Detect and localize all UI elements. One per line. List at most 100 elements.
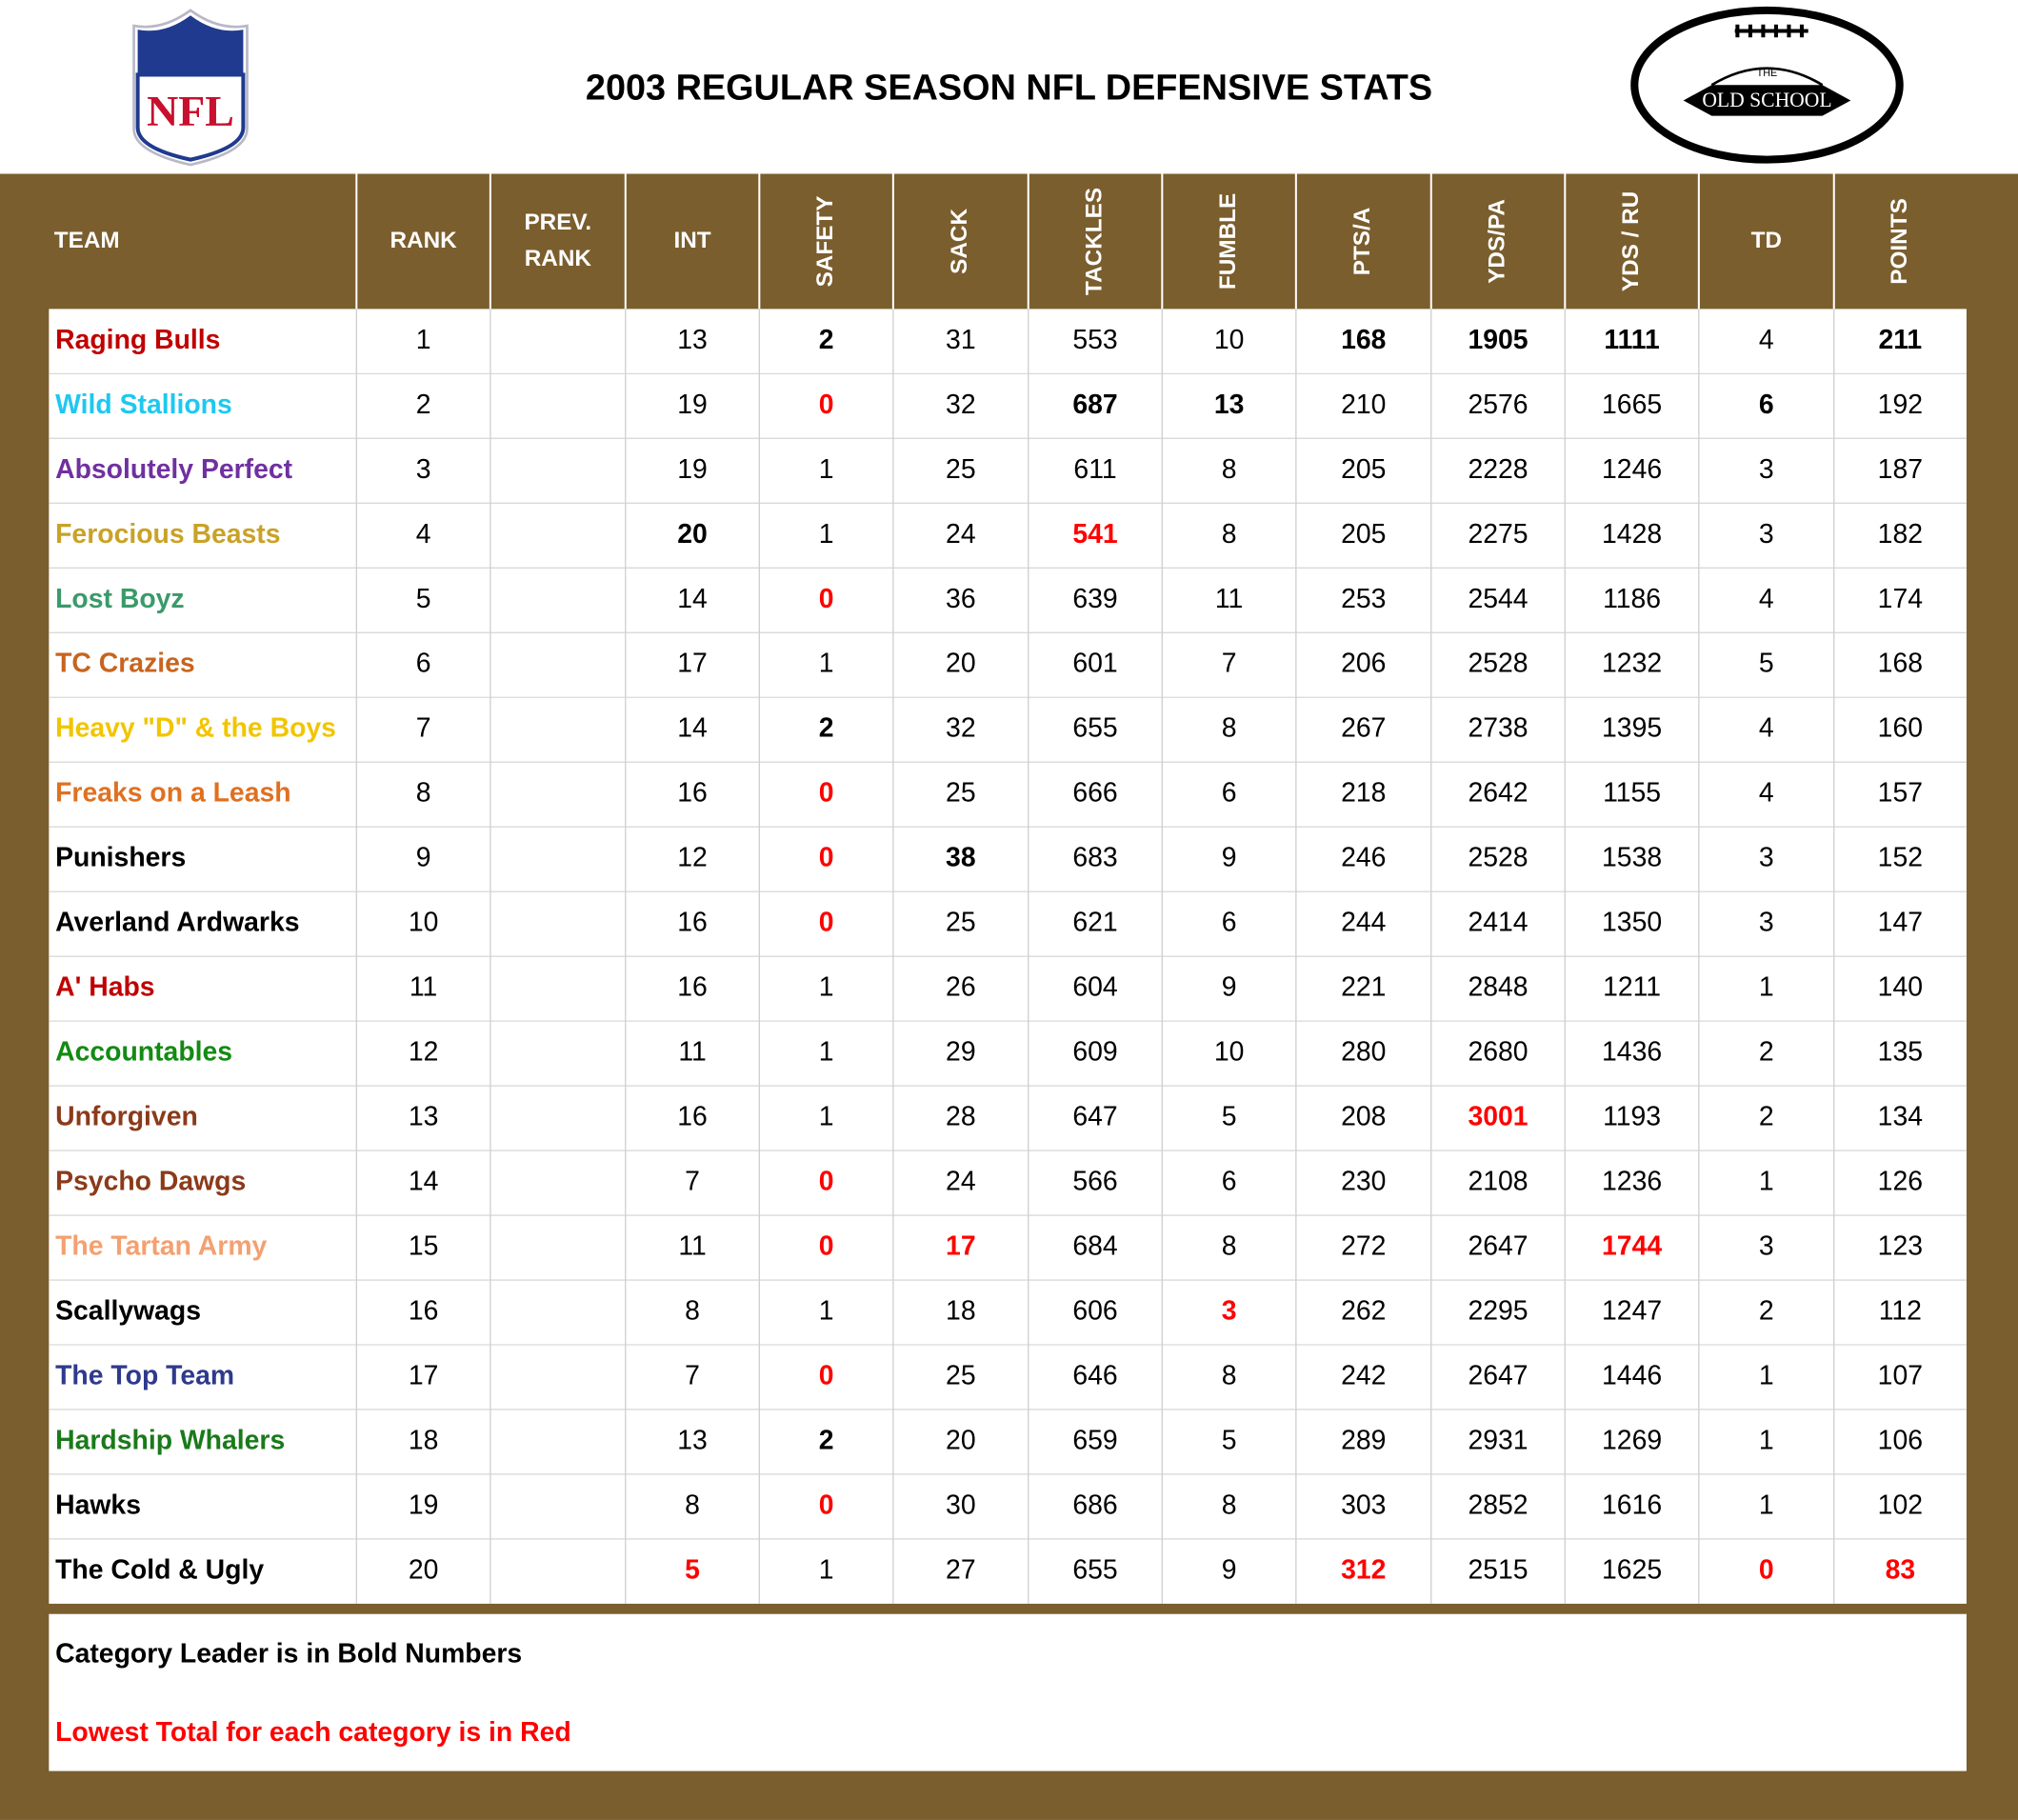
stat-cell: 687 [1072, 390, 1117, 420]
stat-cell: 1395 [1602, 713, 1662, 744]
stat-cell: 289 [1341, 1425, 1386, 1455]
stat-cell: 1 [819, 1296, 834, 1327]
stat-cell: 152 [1878, 843, 1923, 873]
stat-cell: 1111 [1604, 325, 1659, 355]
logo-text: OLD SCHOOL [1702, 89, 1831, 111]
team-name: Punishers [55, 843, 186, 873]
rank: 6 [416, 649, 431, 679]
stat-cell: 2228 [1468, 454, 1528, 485]
stat-cell: 1538 [1602, 843, 1662, 873]
stat-cell: 2647 [1468, 1360, 1528, 1390]
rank: 4 [416, 519, 431, 550]
stat-cell: 655 [1072, 1554, 1117, 1585]
stat-cell: 20 [946, 649, 976, 679]
stat-cell: 25 [946, 1360, 976, 1390]
stat-cell: 2528 [1468, 649, 1528, 679]
stat-cell: 29 [946, 1037, 976, 1068]
stat-cell: 157 [1878, 778, 1923, 809]
stat-cell: 1 [819, 972, 834, 1003]
rank: 8 [416, 778, 431, 809]
stat-cell: 10 [1214, 1037, 1245, 1068]
stat-cell: 8 [1222, 1490, 1237, 1520]
stat-cell: 174 [1878, 584, 1923, 614]
rank: 3 [416, 454, 431, 485]
stat-cell: 11 [678, 1231, 706, 1262]
stat-cell: 541 [1072, 519, 1117, 550]
stat-cell: 684 [1072, 1231, 1117, 1262]
stat-cell: 25 [946, 778, 976, 809]
rank: 14 [409, 1167, 439, 1197]
stat-cell: 2931 [1468, 1425, 1528, 1455]
stat-cell: 205 [1341, 519, 1386, 550]
stat-cell: 10 [1214, 325, 1245, 355]
stat-cell: 1744 [1602, 1231, 1662, 1262]
stat-cell: 646 [1072, 1360, 1117, 1390]
stat-cell: 655 [1072, 713, 1117, 744]
stat-cell: 1 [1759, 1360, 1774, 1390]
stat-cell: 2295 [1468, 1296, 1528, 1327]
stat-cell: 0 [819, 1167, 834, 1197]
stat-cell: 28 [946, 1102, 976, 1132]
stat-cell: 2 [1759, 1102, 1774, 1132]
column-header: PREV. [524, 210, 591, 235]
stat-cell: 27 [946, 1554, 976, 1585]
rank: 12 [409, 1037, 439, 1068]
stat-cell: 17 [677, 649, 708, 679]
stat-cell: 126 [1878, 1167, 1923, 1197]
stat-cell: 647 [1072, 1102, 1117, 1132]
stat-cell: 20 [946, 1425, 976, 1455]
stat-cell: 11 [678, 1037, 706, 1068]
stat-cell: 1232 [1602, 649, 1662, 679]
note: Category Leader is in Bold Numbers [55, 1638, 522, 1669]
rank: 5 [416, 584, 431, 614]
column-header: YDS / RU [1618, 191, 1644, 291]
stat-cell: 1 [819, 649, 834, 679]
stat-cell: 0 [819, 1490, 834, 1520]
stat-cell: 2642 [1468, 778, 1528, 809]
team-name: Ferocious Beasts [55, 519, 280, 550]
stat-cell: 1 [1759, 1490, 1774, 1520]
stat-cell: 1905 [1468, 325, 1528, 355]
stat-cell: 1236 [1602, 1167, 1662, 1197]
stat-cell: 0 [819, 843, 834, 873]
stat-cell: 2576 [1468, 390, 1528, 420]
stat-cell: 160 [1878, 713, 1923, 744]
stat-cell: 25 [946, 454, 976, 485]
stat-cell: 6 [1222, 1167, 1237, 1197]
stat-cell: 1665 [1602, 390, 1662, 420]
stat-cell: 1616 [1602, 1490, 1662, 1520]
column-header: YDS/PA [1484, 199, 1509, 284]
stat-cell: 8 [1222, 1231, 1237, 1262]
column-header: TD [1751, 228, 1782, 253]
stat-cell: 106 [1878, 1425, 1923, 1455]
stat-cell: 30 [946, 1490, 976, 1520]
stat-cell: 0 [819, 908, 834, 938]
stat-cell: 1 [819, 1102, 834, 1132]
team-name: Wild Stallions [55, 390, 232, 420]
team-name: A' Habs [55, 972, 154, 1003]
stat-cell: 5 [1222, 1102, 1237, 1132]
column-header: RANK [525, 246, 592, 271]
stat-cell: 7 [1222, 649, 1237, 679]
stat-cell: 1 [1759, 1167, 1774, 1197]
rank: 18 [409, 1425, 439, 1455]
stat-cell: 1436 [1602, 1037, 1662, 1068]
stat-cell: 16 [677, 972, 708, 1003]
stat-cell: 19 [677, 454, 708, 485]
stat-cell: 1269 [1602, 1425, 1662, 1455]
stat-cell: 16 [677, 778, 708, 809]
logo-text: THE [1757, 68, 1778, 79]
stat-cell: 3 [1759, 1231, 1774, 1262]
stat-cell: 1446 [1602, 1360, 1662, 1390]
stat-cell: 221 [1341, 972, 1386, 1003]
rank: 2 [416, 390, 431, 420]
stat-cell: 2515 [1468, 1554, 1528, 1585]
stat-cell: 32 [946, 390, 976, 420]
stat-cell: 5 [1222, 1425, 1237, 1455]
stat-cell: 1350 [1602, 908, 1662, 938]
stat-cell: 2 [819, 713, 834, 744]
stat-cell: 24 [946, 519, 976, 550]
stat-cell: 2 [819, 325, 834, 355]
stat-cell: 230 [1341, 1167, 1386, 1197]
